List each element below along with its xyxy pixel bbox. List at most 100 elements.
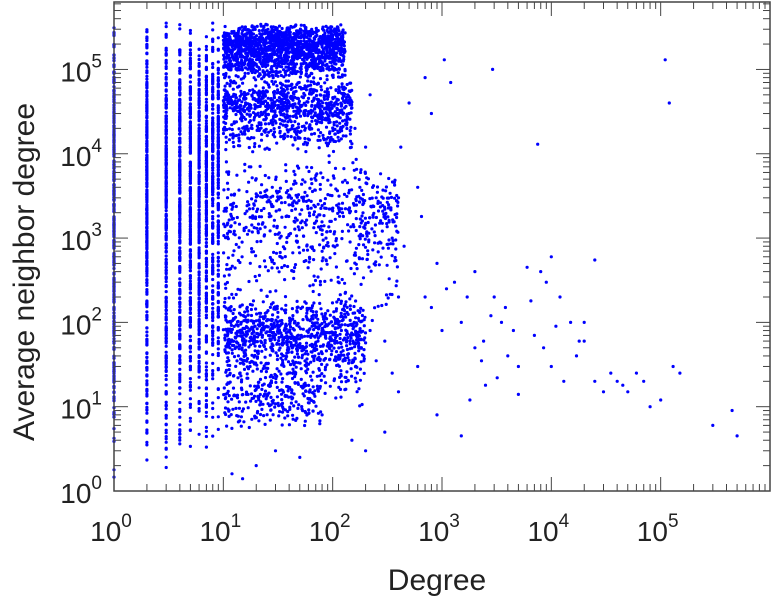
scatter-point	[224, 97, 228, 101]
scatter-point	[338, 40, 342, 44]
scatter-point	[241, 81, 245, 85]
scatter-point	[145, 343, 149, 347]
scatter-point	[188, 254, 192, 258]
scatter-point	[348, 129, 352, 133]
scatter-point	[204, 378, 208, 382]
scatter-point	[164, 413, 168, 417]
scatter-point	[246, 129, 250, 133]
scatter-point	[242, 126, 246, 130]
scatter-point	[178, 432, 182, 436]
scatter-point	[259, 97, 263, 102]
scatter-point	[178, 91, 182, 95]
scatter-point	[145, 443, 149, 447]
scatter-point	[145, 305, 149, 309]
scatter-point	[224, 135, 228, 139]
scatter-point	[291, 86, 295, 90]
scatter-point	[216, 214, 220, 218]
scatter-point	[279, 122, 283, 126]
scatter-point	[318, 39, 323, 43]
scatter-point	[145, 259, 149, 263]
scatter-point	[188, 356, 192, 360]
scatter-point	[242, 34, 246, 38]
scatter-point	[145, 139, 149, 143]
scatter-point	[178, 428, 182, 432]
scatter-point	[292, 65, 296, 69]
scatter-point	[229, 41, 233, 45]
scatter-point	[164, 231, 168, 235]
scatter-point	[164, 191, 168, 195]
scatter-point	[306, 79, 310, 83]
scatter-point	[197, 64, 201, 68]
scatter-point	[280, 58, 284, 62]
scatter-point	[304, 72, 308, 76]
scatter-point	[188, 240, 192, 244]
scatter-point	[288, 114, 292, 118]
scatter-point	[247, 66, 251, 70]
scatter-point	[204, 260, 208, 264]
scatter-point	[211, 75, 215, 79]
scatter-point	[197, 364, 201, 368]
scatter-point	[277, 55, 281, 59]
scatter-point	[261, 47, 265, 51]
scatter-point	[266, 27, 270, 31]
scatter-point	[321, 63, 325, 67]
scatter-point	[216, 268, 220, 272]
scatter-point	[164, 58, 168, 63]
scatter-point	[211, 284, 215, 288]
scatter-point	[178, 203, 182, 207]
scatter-point	[270, 59, 274, 63]
scatter-point	[197, 327, 201, 331]
scatter-point	[197, 164, 201, 168]
scatter-point	[204, 410, 208, 414]
scatter-point	[343, 92, 347, 96]
scatter-point	[315, 33, 319, 38]
scatter-point	[275, 84, 279, 88]
scatter-point	[343, 323, 347, 327]
scatter-point	[145, 274, 149, 278]
scatter-point	[216, 347, 220, 351]
scatter-point	[164, 257, 168, 261]
scatter-point	[269, 25, 273, 29]
scatter-point	[216, 156, 220, 160]
scatter-point	[284, 46, 288, 50]
scatter-point	[288, 30, 292, 34]
scatter-point	[197, 252, 201, 256]
scatter-point	[269, 33, 273, 37]
scatter-point	[245, 28, 249, 32]
scatter-point	[197, 213, 201, 217]
scatter-point	[178, 256, 182, 260]
scatter-point	[211, 65, 215, 70]
scatter-point	[211, 306, 215, 310]
scatter-point	[145, 374, 149, 378]
scatter-point	[324, 55, 328, 59]
scatter-point	[178, 284, 182, 288]
scatter-point	[293, 136, 297, 140]
scatter-point	[188, 75, 192, 79]
scatter-point	[298, 66, 302, 70]
scatter-point	[178, 345, 182, 349]
scatter-point	[188, 419, 192, 423]
scatter-point	[345, 82, 349, 87]
scatter-point	[197, 99, 201, 103]
scatter-point	[145, 89, 149, 93]
scatter-point	[227, 75, 231, 79]
scatter-point	[318, 114, 322, 119]
scatter-point	[266, 107, 270, 111]
scatter-point	[216, 117, 220, 121]
scatter-point	[319, 99, 323, 103]
scatter-point	[216, 292, 220, 296]
scatter-point	[188, 139, 192, 143]
scatter-point	[204, 171, 208, 175]
scatter-point	[145, 392, 149, 396]
scatter-point	[301, 96, 305, 100]
scatter-point	[298, 54, 302, 58]
scatter-point	[331, 65, 335, 70]
scatter-point	[211, 434, 215, 438]
scatter-point	[145, 326, 149, 330]
scatter-point	[288, 118, 292, 122]
scatter-point	[178, 374, 182, 378]
scatter-point	[164, 333, 168, 337]
scatter-point	[204, 144, 208, 148]
scatter-point	[145, 94, 149, 99]
